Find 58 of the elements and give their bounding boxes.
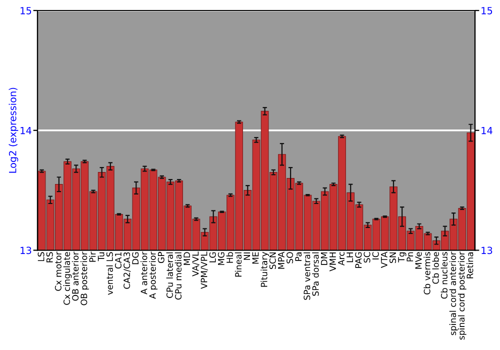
x-tick-label: CPu medial (174, 252, 182, 300)
x-tick-label: Hb (226, 252, 234, 263)
x-tick-label: Cb lobe (432, 252, 439, 284)
x-tick-label: Pir (89, 252, 96, 262)
y2-tick-label: 15 (482, 7, 492, 14)
x-tick-label: MPA (278, 252, 284, 269)
x-tick-label: SC (364, 252, 370, 263)
x-tick-label: ME (252, 252, 259, 264)
x-tick-label: SPa dorsal (312, 252, 319, 296)
x-tick-label: spinal cord anterior (449, 252, 458, 336)
x-tick-label: spinal cord posterior (458, 252, 466, 340)
x-tick-label: LG (209, 252, 216, 262)
x-tick-label: MG (218, 252, 224, 265)
x-tick-label: GP (158, 252, 164, 264)
y2-tick-label: 13 (482, 246, 492, 254)
x-tick-label: CA2/CA3 (124, 252, 131, 289)
x-tick-label: VA/VL (192, 252, 200, 276)
x-tick-label: MD (184, 252, 190, 265)
x-tick-label: SCN (269, 252, 276, 269)
x-tick-label: NI (244, 252, 250, 260)
x-tick-label: MVe (415, 252, 422, 269)
x-tick-label: CA1 (114, 252, 122, 269)
x-tick-label: SO (286, 252, 294, 264)
x-tick-label: Cx motor (54, 252, 62, 291)
x-tick-label: Pineal (234, 252, 242, 277)
x-tick-label: OB anterior (72, 252, 79, 301)
y-tick-label: 13 (20, 246, 32, 254)
x-tick-label: Cx cingulate (63, 252, 72, 305)
x-tick-label: RS (46, 252, 53, 262)
x-tick-label: Cb nucleus (440, 252, 448, 299)
x-tick-label: CPu lateral (166, 252, 173, 298)
x-tick-label: SN (389, 252, 396, 263)
x-tick-label: VMH (330, 252, 336, 272)
x-tick-label: OB posterior (80, 252, 89, 306)
y2-tick-label: 14 (482, 126, 492, 134)
x-tick-label: VPM/VPL (200, 252, 208, 289)
x-tick-label: Cb vermis (424, 252, 430, 294)
x-tick-label: DM (320, 252, 328, 265)
x-tick-label: DG (132, 252, 139, 264)
x-tick-label: Tu (98, 252, 104, 262)
x-tick-label: Pa (295, 252, 302, 261)
x-tick-label: ventral LS (106, 252, 113, 295)
x-tick-label: LS (38, 252, 44, 262)
x-tick-label: A anterior (140, 252, 148, 294)
x-tick-label: Tg (398, 252, 406, 262)
x-tick-label: Pituitary (260, 252, 269, 287)
y-tick-label: 15 (20, 7, 32, 14)
x-tick-label: Pn (406, 252, 414, 262)
x-tick-label: VTA (381, 252, 388, 268)
x-tick-label: A posterior (149, 252, 158, 299)
x-tick-label: PAG (355, 252, 362, 268)
y-tick-label: 14 (20, 126, 32, 134)
y-axis-title: Log2 (expression) (8, 88, 18, 173)
x-tick-label: IC (372, 252, 379, 260)
x-tick-label: Arc (338, 252, 345, 266)
x-tick-label: SPa ventral (304, 252, 310, 300)
x-tick-label: Retina (466, 252, 474, 278)
x-tick-label: LH (346, 252, 353, 262)
